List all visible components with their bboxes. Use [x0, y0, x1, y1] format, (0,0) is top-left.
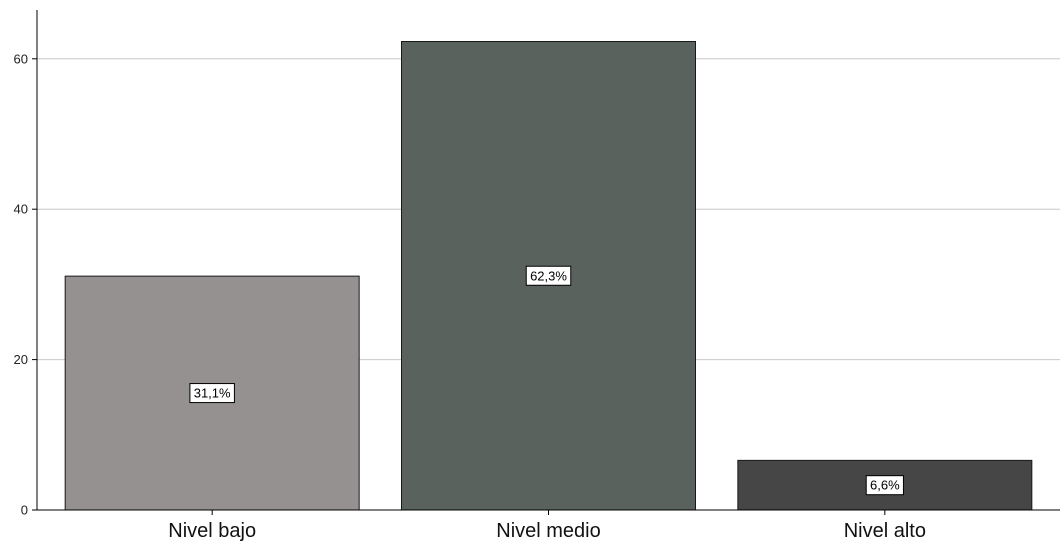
data-label-1: 31,1%	[194, 386, 231, 401]
y-tick-label-40: 40	[14, 202, 28, 217]
tick-labels: 0 20 40 60 Nivel bajo Nivel medio Nivel alto	[14, 51, 926, 542]
x-tick-label-nivel-bajo: Nivel bajo	[168, 520, 256, 542]
data-label-box	[865, 475, 904, 496]
y-tick-label-0: 0	[21, 503, 28, 518]
y-tick-label-20: 20	[14, 352, 28, 367]
data-label-box	[525, 265, 572, 286]
data-label-box	[189, 383, 235, 404]
data-label-2: 62,3%	[530, 268, 567, 283]
x-tick-label-nivel-alto: Nivel alto	[844, 520, 926, 542]
data-label-3: 6,6%	[870, 478, 900, 493]
data-labels: 31,1% 62,3% 6,6%	[189, 265, 904, 496]
y-tick-label-60: 60	[14, 51, 28, 66]
x-tick-label-nivel-medio: Nivel medio	[496, 520, 600, 542]
